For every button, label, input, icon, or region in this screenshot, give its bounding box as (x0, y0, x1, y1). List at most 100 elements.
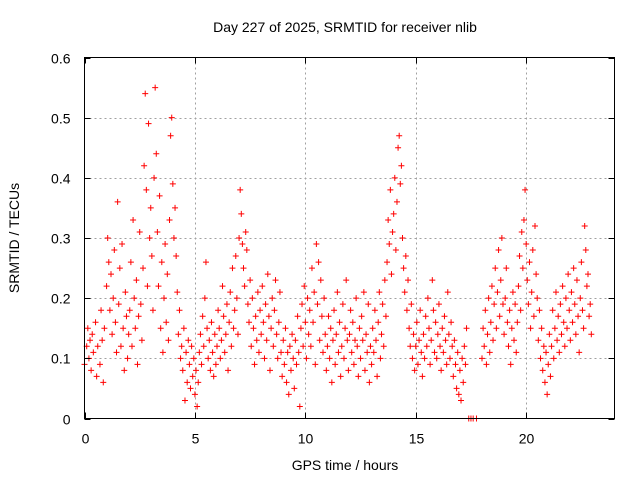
data-point (137, 301, 144, 308)
data-point (146, 235, 153, 241)
data-point (448, 319, 455, 326)
data-point (170, 235, 177, 241)
data-point (343, 277, 350, 284)
data-point (537, 355, 544, 362)
data-point (168, 114, 175, 121)
y-tick-label: 0 (63, 412, 71, 428)
data-point (299, 301, 306, 308)
data-point (486, 349, 493, 356)
data-point (536, 307, 543, 314)
data-point (239, 241, 246, 248)
data-point (513, 349, 520, 356)
data-point (406, 325, 413, 332)
data-point (147, 204, 154, 211)
data-point (357, 355, 364, 362)
data-point (546, 331, 553, 338)
data-point (424, 295, 431, 302)
data-point (222, 331, 229, 338)
y-tick-label: 0.3 (51, 231, 71, 247)
data-point (124, 355, 131, 362)
data-point (167, 132, 174, 139)
data-point (518, 228, 525, 235)
data-point (212, 361, 219, 368)
data-point (417, 307, 424, 314)
data-point (174, 289, 181, 296)
data-point (439, 325, 446, 332)
data-point (371, 307, 378, 314)
data-point (335, 349, 342, 356)
data-point (561, 343, 568, 350)
data-point (275, 319, 282, 326)
data-point (144, 283, 151, 290)
data-point (492, 265, 499, 272)
data-point (109, 331, 116, 338)
data-point (497, 277, 504, 284)
data-point (324, 343, 331, 350)
data-point (484, 331, 491, 338)
data-point (321, 295, 328, 302)
data-point (258, 331, 265, 338)
data-point (580, 325, 587, 332)
data-point (479, 355, 485, 362)
data-point (252, 313, 259, 320)
data-point (433, 355, 440, 362)
data-point (365, 301, 372, 308)
data-point (431, 349, 438, 356)
data-point (195, 379, 202, 386)
data-point (559, 283, 566, 290)
data-point (482, 307, 489, 314)
data-point (577, 295, 584, 302)
data-point (529, 247, 536, 254)
data-point (509, 289, 516, 296)
data-point (441, 313, 448, 320)
data-point (548, 343, 555, 350)
data-point (426, 325, 432, 332)
data-point (386, 241, 393, 248)
data-point (571, 301, 578, 308)
data-point (407, 343, 414, 350)
data-point (145, 120, 152, 127)
data-point (92, 319, 99, 326)
data-point (99, 337, 106, 344)
data-point (326, 355, 333, 362)
data-point (377, 355, 384, 362)
data-point (317, 277, 324, 284)
data-point (442, 337, 449, 344)
data-point (259, 283, 266, 290)
data-point (322, 331, 329, 338)
data-point (545, 361, 552, 368)
data-point (337, 373, 344, 380)
data-point (265, 313, 272, 320)
data-point (238, 210, 245, 217)
data-point (188, 343, 195, 350)
data-point (114, 198, 121, 205)
data-point (455, 391, 462, 398)
data-point (410, 331, 417, 338)
data-point (181, 397, 188, 404)
data-point (533, 271, 540, 278)
data-point (306, 307, 313, 314)
data-point (141, 162, 148, 169)
data-point (376, 289, 383, 296)
data-point (318, 313, 325, 320)
data-point (334, 289, 341, 296)
data-point (180, 325, 187, 332)
data-point (458, 397, 465, 404)
data-point (241, 283, 248, 290)
data-point (543, 349, 550, 356)
data-point (246, 319, 253, 326)
data-point (454, 349, 461, 356)
data-point (223, 301, 230, 308)
data-point (156, 192, 163, 199)
data-point (123, 313, 130, 320)
data-point (564, 325, 571, 332)
data-point (185, 337, 192, 344)
data-point (488, 283, 495, 290)
data-point (159, 349, 166, 356)
data-point (378, 331, 385, 338)
data-point (172, 204, 179, 211)
data-point (293, 361, 300, 368)
data-point (281, 361, 288, 368)
data-point (338, 343, 345, 350)
data-point (429, 277, 436, 284)
